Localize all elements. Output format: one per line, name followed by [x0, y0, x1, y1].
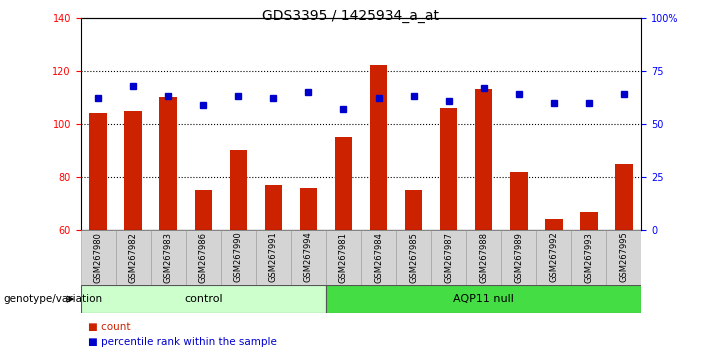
Bar [431, 230, 466, 285]
Bar [81, 230, 116, 285]
Bar [256, 230, 291, 285]
Bar [405, 190, 423, 230]
Bar [265, 185, 283, 230]
Text: GSM267986: GSM267986 [199, 232, 207, 283]
Bar [291, 230, 326, 285]
Text: GSM267980: GSM267980 [94, 232, 102, 282]
Bar [440, 108, 458, 230]
Bar [361, 230, 396, 285]
Bar [326, 285, 641, 313]
Text: GSM267989: GSM267989 [515, 232, 523, 282]
Bar [151, 230, 186, 285]
Text: control: control [184, 294, 223, 304]
Bar [475, 89, 492, 230]
Bar [300, 188, 317, 230]
Bar [160, 97, 177, 230]
Text: GSM267988: GSM267988 [479, 232, 488, 283]
Bar [615, 164, 633, 230]
Bar [90, 113, 107, 230]
Text: GSM267995: GSM267995 [620, 232, 628, 282]
Bar [545, 219, 562, 230]
Bar [195, 190, 212, 230]
Text: AQP11 null: AQP11 null [454, 294, 514, 304]
Text: GSM267990: GSM267990 [234, 232, 243, 282]
Text: GSM267981: GSM267981 [339, 232, 348, 282]
Text: GSM267991: GSM267991 [269, 232, 278, 282]
Text: GDS3395 / 1425934_a_at: GDS3395 / 1425934_a_at [262, 9, 439, 23]
Text: GSM267994: GSM267994 [304, 232, 313, 282]
Bar [606, 230, 641, 285]
Bar [81, 285, 326, 313]
Text: GSM267985: GSM267985 [409, 232, 418, 282]
Bar [125, 110, 142, 230]
Bar [335, 137, 353, 230]
Bar [536, 230, 571, 285]
Text: GSM267984: GSM267984 [374, 232, 383, 282]
Text: GSM267982: GSM267982 [129, 232, 137, 282]
Bar [116, 230, 151, 285]
Bar [221, 230, 256, 285]
Bar [230, 150, 247, 230]
Text: GSM267987: GSM267987 [444, 232, 453, 283]
Bar [396, 230, 431, 285]
Bar [571, 230, 606, 285]
Text: ■ count: ■ count [88, 322, 130, 332]
Bar [186, 230, 221, 285]
Bar [510, 172, 528, 230]
Bar [580, 211, 598, 230]
Text: genotype/variation: genotype/variation [4, 294, 102, 304]
Bar [370, 65, 387, 230]
Text: ■ percentile rank within the sample: ■ percentile rank within the sample [88, 337, 276, 347]
Bar [326, 230, 361, 285]
Text: GSM267992: GSM267992 [550, 232, 558, 282]
Bar [466, 230, 501, 285]
Text: GSM267983: GSM267983 [164, 232, 172, 283]
Bar [501, 230, 536, 285]
Text: GSM267993: GSM267993 [585, 232, 593, 282]
